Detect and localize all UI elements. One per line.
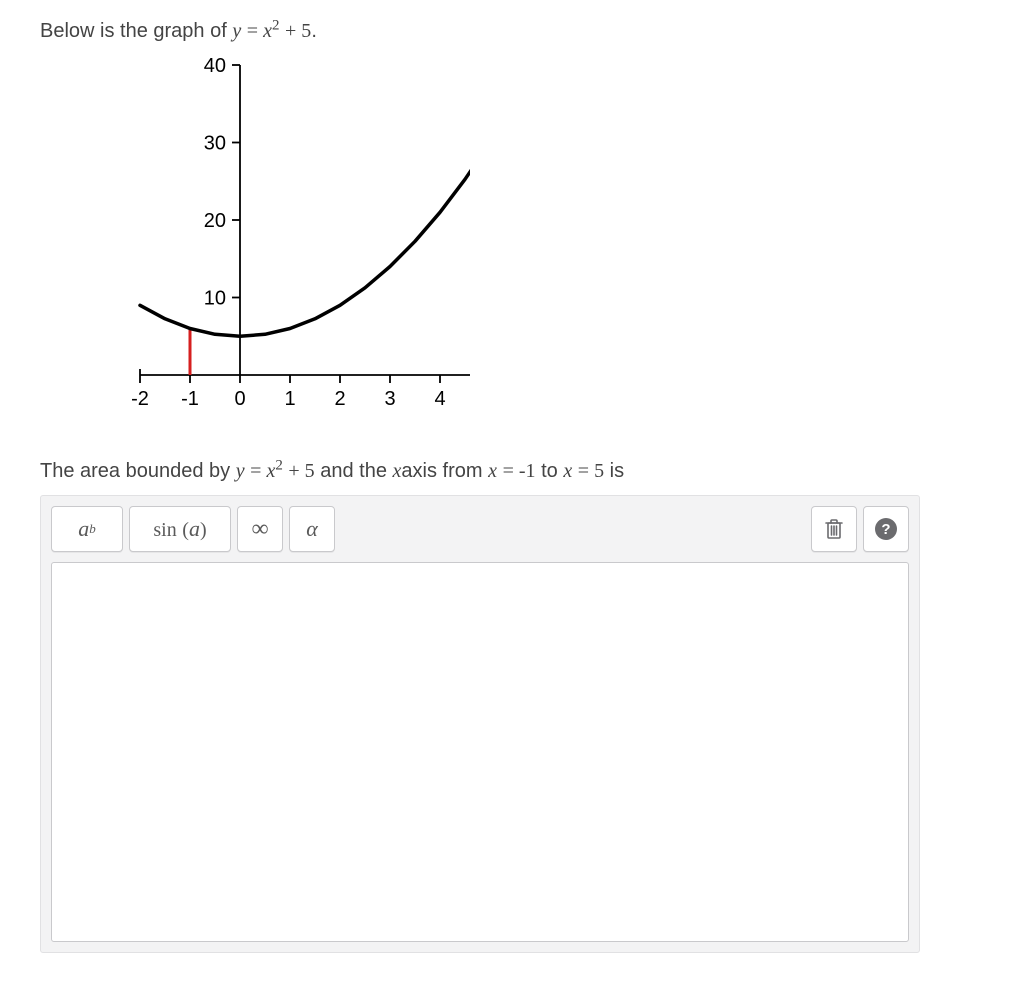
q-eq-eq: = <box>250 460 266 482</box>
q-p4: to <box>541 460 563 482</box>
q-p5: is <box>610 460 624 482</box>
q-eq-base: x <box>266 460 275 482</box>
q-from-var: x <box>488 460 497 482</box>
svg-text:-1: -1 <box>181 388 199 410</box>
svg-text:-2: -2 <box>131 388 149 410</box>
intro-eq-tail: + 5 <box>285 20 311 42</box>
power-base: a <box>78 516 89 542</box>
intro-eq-exp: 2 <box>272 17 280 33</box>
q-from-eq: = <box>503 460 519 482</box>
intro-eq-base: x <box>263 20 272 42</box>
svg-text:3: 3 <box>384 388 395 410</box>
toolbar-spacer <box>341 506 805 552</box>
intro-text: Below is the graph of y = x2 + 5. <box>40 20 984 43</box>
svg-text:0: 0 <box>234 388 245 410</box>
q-p3: axis from <box>401 460 488 482</box>
math-toolbar: ab sin (a) ∞ α <box>51 506 909 552</box>
q-to-val: 5 <box>594 460 604 482</box>
svg-text:30: 30 <box>204 133 226 155</box>
q-eq-exp: 2 <box>275 457 283 473</box>
q-p1: The area bounded by <box>40 460 236 482</box>
q-to-eq: = <box>578 460 594 482</box>
intro-eq-lhs: y <box>232 20 241 42</box>
svg-text:40: 40 <box>204 55 226 77</box>
svg-text:2: 2 <box>334 388 345 410</box>
svg-text:1: 1 <box>284 388 295 410</box>
answer-input[interactable] <box>51 562 909 942</box>
q-eq-lhs: y <box>236 460 245 482</box>
trig-fn: sin <box>153 519 176 541</box>
trig-button[interactable]: sin (a) <box>129 506 231 552</box>
svg-text:4: 4 <box>434 388 445 410</box>
chart-container: -2-1012345610203040 <box>40 55 984 430</box>
trig-arg: a <box>189 516 200 541</box>
q-from-val: -1 <box>519 460 536 482</box>
q-eq-tail: + 5 <box>288 460 314 482</box>
answer-panel: ab sin (a) ∞ α <box>40 495 920 953</box>
svg-text:20: 20 <box>204 210 226 232</box>
q-p2: and the <box>320 460 392 482</box>
intro-prefix: Below is the graph of <box>40 20 232 42</box>
power-button[interactable]: ab <box>51 506 123 552</box>
help-icon: ? <box>875 518 897 540</box>
trash-button[interactable] <box>811 506 857 552</box>
alpha-button[interactable]: α <box>289 506 335 552</box>
alpha-icon: α <box>306 516 318 542</box>
infinity-icon: ∞ <box>251 516 268 543</box>
question-text: The area bounded by y = x2 + 5 and the x… <box>40 460 984 483</box>
trash-icon <box>824 518 844 540</box>
intro-suffix: . <box>311 20 317 42</box>
intro-eq-eq: = <box>247 20 263 42</box>
infinity-button[interactable]: ∞ <box>237 506 283 552</box>
parabola-chart: -2-1012345610203040 <box>40 55 470 425</box>
help-button[interactable]: ? <box>863 506 909 552</box>
q-to-var: x <box>563 460 572 482</box>
svg-text:10: 10 <box>204 288 226 310</box>
